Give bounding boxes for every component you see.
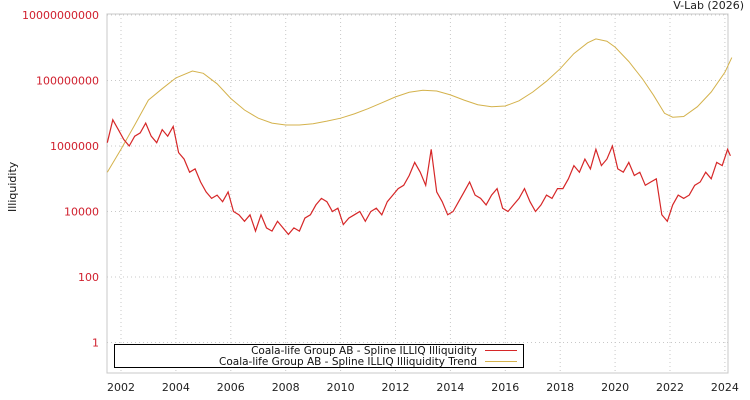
svg-text:100: 100 <box>78 271 99 284</box>
legend-label: Coala-life Group AB - Spline ILLIQ Illiq… <box>251 344 477 357</box>
svg-text:2016: 2016 <box>491 381 519 394</box>
svg-text:2008: 2008 <box>272 381 300 394</box>
svg-text:2002: 2002 <box>107 381 135 394</box>
svg-text:2020: 2020 <box>601 381 629 394</box>
illiquidity-line <box>106 118 731 236</box>
svg-text:2006: 2006 <box>217 381 245 394</box>
legend-swatch-gold <box>485 361 517 362</box>
legend-item-illiquidity: Coala-life Group AB - Spline ILLIQ Illiq… <box>115 344 523 357</box>
plot-area <box>106 13 729 374</box>
legend-swatch-red <box>485 350 517 351</box>
trend-line <box>106 38 733 173</box>
chart-legend: Coala-life Group AB - Spline ILLIQ Illiq… <box>114 344 524 368</box>
svg-text:10000000000: 10000000000 <box>22 9 99 22</box>
svg-text:10000: 10000 <box>64 206 99 219</box>
svg-text:2014: 2014 <box>436 381 464 394</box>
svg-text:2024: 2024 <box>711 381 739 394</box>
x-axis-ticks: 2002 2004 2006 2008 2010 2012 2014 2016 2018 2020… <box>107 381 739 394</box>
legend-item-trend: Coala-life Group AB - Spline ILLIQ Illiq… <box>115 355 523 368</box>
svg-text:2004: 2004 <box>162 381 190 394</box>
svg-text:1000000: 1000000 <box>50 140 99 153</box>
svg-text:100000000: 100000000 <box>36 75 99 88</box>
svg-text:2012: 2012 <box>382 381 410 394</box>
svg-text:1: 1 <box>92 337 99 350</box>
chart-credit: V-Lab (2026) <box>673 0 744 12</box>
svg-text:2010: 2010 <box>327 381 355 394</box>
svg-text:2018: 2018 <box>546 381 574 394</box>
legend-label: Coala-life Group AB - Spline ILLIQ Illiq… <box>219 355 477 368</box>
y-axis-ticks: 10000000000 100000000 1000000 10000 100 1 <box>22 9 99 350</box>
svg-text:2022: 2022 <box>656 381 684 394</box>
